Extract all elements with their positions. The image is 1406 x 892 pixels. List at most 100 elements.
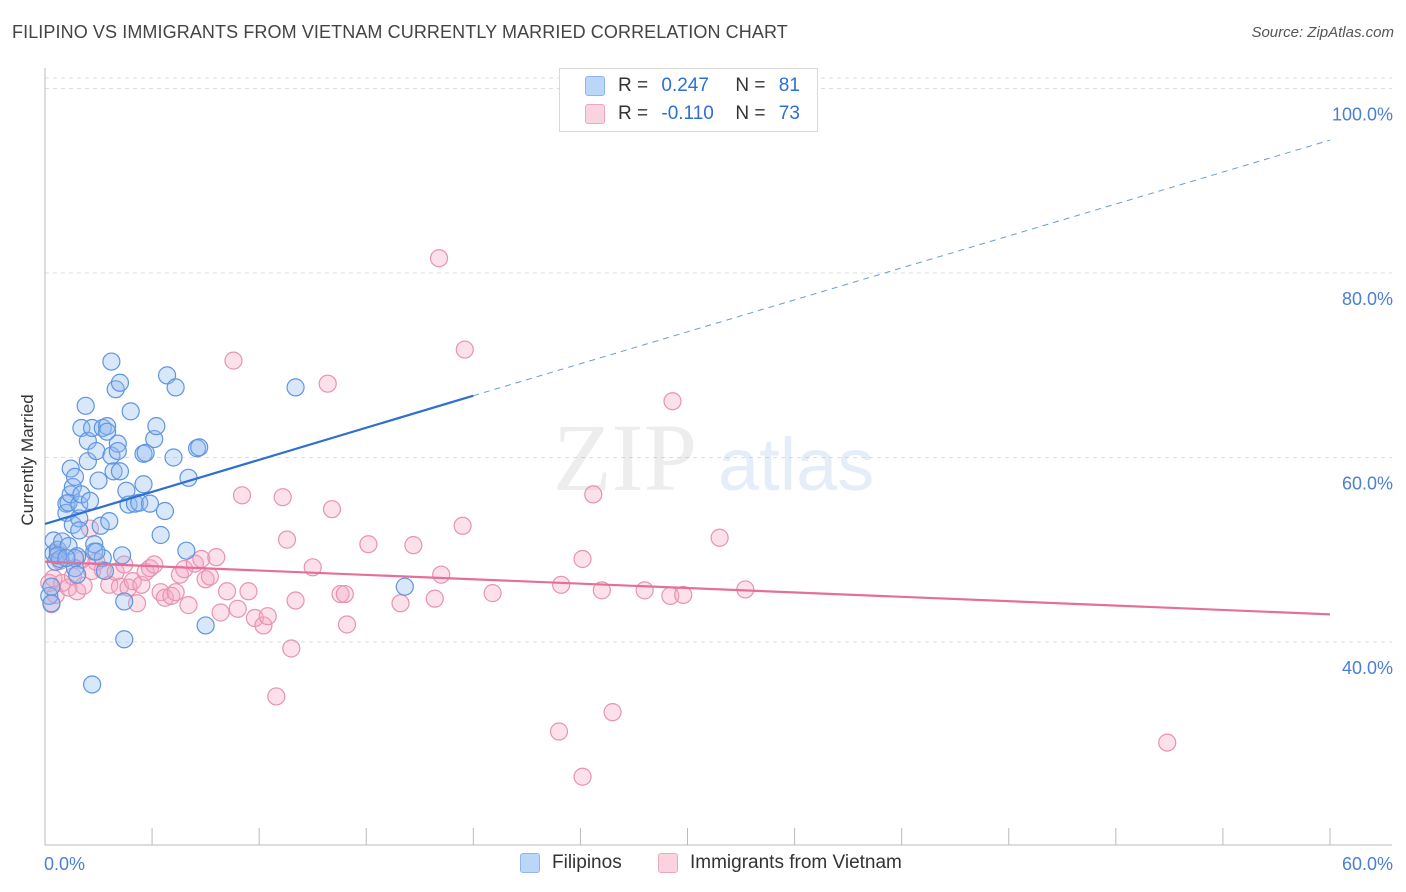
- data-point-vietnam: [710, 528, 729, 547]
- data-point-filipinos: [57, 548, 76, 568]
- data-point-filipinos: [196, 616, 215, 635]
- data-point-filipinos: [61, 459, 80, 478]
- legend-n-value: 73: [778, 103, 800, 124]
- data-point-filipinos: [110, 373, 130, 392]
- source-label: Source: ZipAtlas.com: [1251, 24, 1394, 41]
- data-point-filipinos: [100, 512, 119, 531]
- series-legend: Filipinos Immigrants from Vietnam: [0, 852, 1406, 878]
- data-point-filipinos: [115, 630, 134, 649]
- data-point-vietnam: [404, 536, 423, 555]
- data-point-vietnam: [453, 516, 472, 535]
- data-point-filipinos: [89, 471, 108, 490]
- data-point-filipinos: [95, 561, 115, 581]
- series-vietnam-points: [40, 249, 1177, 786]
- data-point-filipinos: [108, 434, 127, 453]
- legend-swatch-filipinos: [520, 853, 540, 873]
- data-point-filipinos: [166, 378, 185, 397]
- data-point-vietnam: [603, 703, 622, 722]
- data-point-filipinos: [136, 443, 155, 462]
- data-point-vietnam: [239, 582, 258, 601]
- tick-labels: 40.0% 60.0% 80.0% 100.0% 0.0% 60.0%: [44, 104, 1393, 874]
- data-point-filipinos: [87, 441, 106, 461]
- data-point-vietnam: [74, 576, 93, 595]
- data-point-vietnam: [432, 565, 451, 584]
- data-point-filipinos: [98, 422, 117, 441]
- legend-n-label: N =: [735, 75, 771, 96]
- data-point-filipinos: [395, 577, 414, 596]
- data-point-filipinos: [85, 535, 104, 554]
- grid-lines: [45, 77, 1392, 643]
- data-point-filipinos: [42, 577, 61, 596]
- data-point-filipinos: [112, 546, 132, 565]
- data-point-vietnam: [552, 575, 571, 594]
- data-point-vietnam: [635, 581, 654, 600]
- data-point-vietnam: [455, 340, 474, 359]
- legend-r-value: 0.247: [661, 75, 709, 96]
- data-point-vietnam: [359, 535, 378, 554]
- legend-label-vietnam: Immigrants from Vietnam: [690, 852, 902, 873]
- data-point-vietnam: [277, 530, 297, 549]
- data-point-vietnam: [217, 582, 237, 601]
- data-point-vietnam: [273, 488, 292, 507]
- data-point-vietnam: [53, 573, 72, 593]
- series-filipinos-points: [40, 352, 414, 694]
- legend-r-value: -0.110: [661, 103, 714, 124]
- legend-label-filipinos: Filipinos: [552, 852, 622, 873]
- trend-lines: [44, 139, 1331, 616]
- data-point-vietnam: [200, 567, 220, 586]
- data-point-vietnam: [391, 594, 410, 613]
- legend-n-label: N =: [735, 103, 771, 124]
- watermark: ZIP atlas: [553, 404, 874, 511]
- data-point-vietnam: [267, 687, 286, 706]
- data-point-filipinos: [102, 352, 121, 371]
- legend-swatch-vietnam: [585, 104, 605, 124]
- data-point-filipinos: [65, 467, 85, 486]
- data-point-vietnam: [584, 485, 603, 504]
- data-point-filipinos: [53, 532, 72, 551]
- data-point-vietnam: [663, 392, 682, 411]
- data-point-filipinos: [151, 525, 170, 545]
- data-point-vietnam: [232, 486, 252, 505]
- y-axis-label: Currently Married: [18, 394, 37, 526]
- trend-line-vietnam: [44, 560, 1331, 616]
- data-point-vietnam: [166, 583, 185, 602]
- data-point-filipinos: [80, 491, 100, 510]
- legend-item-filipinos: Filipinos: [520, 852, 622, 874]
- data-point-vietnam: [331, 584, 350, 604]
- legend-swatch-vietnam: [658, 853, 678, 873]
- data-point-vietnam: [573, 549, 592, 569]
- data-point-filipinos: [115, 592, 134, 611]
- trend-line-filipinos-extension: [473, 139, 1331, 397]
- data-point-vietnam: [1158, 733, 1177, 752]
- data-point-filipinos: [91, 516, 110, 535]
- data-point-filipinos: [134, 475, 153, 494]
- data-point-vietnam: [573, 767, 592, 786]
- x-tick-label: 60.0%: [1342, 854, 1393, 874]
- data-point-filipinos: [98, 417, 117, 436]
- data-point-filipinos: [104, 462, 123, 481]
- data-point-vietnam: [425, 589, 444, 608]
- data-point-vietnam: [175, 560, 194, 579]
- data-point-filipinos: [164, 448, 183, 467]
- y-tick-label: 60.0%: [1342, 474, 1393, 494]
- chart-title: FILIPINO VS IMMIGRANTS FROM VIETNAM CURR…: [12, 22, 788, 42]
- legend-r-label: R =: [618, 75, 654, 96]
- y-tick-label: 40.0%: [1342, 658, 1393, 678]
- data-point-filipinos: [140, 494, 160, 513]
- data-point-vietnam: [207, 548, 226, 567]
- data-point-filipinos: [155, 501, 175, 521]
- legend-r-label: R =: [618, 103, 654, 124]
- watermark-zip: ZIP: [553, 404, 697, 511]
- axes: [44, 68, 1392, 846]
- data-point-vietnam: [224, 351, 243, 370]
- y-tick-label: 100.0%: [1332, 104, 1393, 124]
- data-point-vietnam: [483, 584, 502, 603]
- legend-swatch-filipinos: [585, 76, 605, 96]
- data-point-vietnam: [228, 599, 247, 618]
- data-point-vietnam: [282, 639, 301, 658]
- y-tick-label: 80.0%: [1342, 289, 1393, 309]
- data-point-filipinos: [87, 542, 106, 561]
- data-point-vietnam: [286, 591, 305, 610]
- data-point-filipinos: [110, 462, 130, 481]
